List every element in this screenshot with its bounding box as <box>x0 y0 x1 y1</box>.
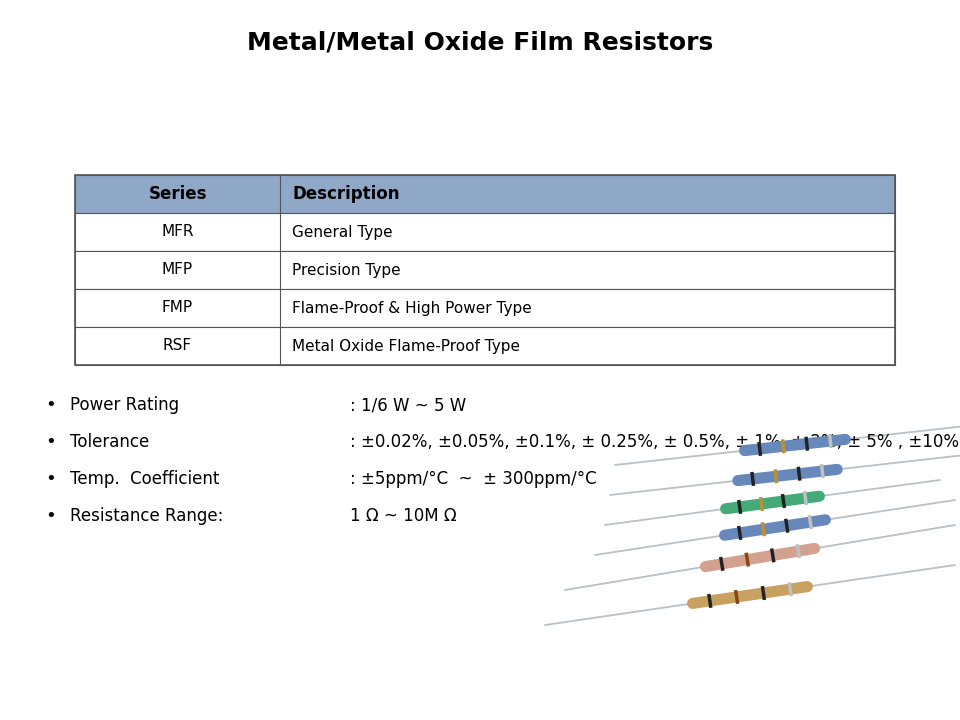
Bar <box>75 213 895 251</box>
Text: Tolerance: Tolerance <box>70 433 149 451</box>
Bar <box>75 327 895 365</box>
Text: 1 Ω ~ 10M Ω: 1 Ω ~ 10M Ω <box>350 507 457 525</box>
Text: Resistance Range:: Resistance Range: <box>70 507 224 525</box>
Bar <box>75 251 895 289</box>
Text: Power Rating: Power Rating <box>70 396 180 414</box>
Text: Metal Oxide Flame-Proof Type: Metal Oxide Flame-Proof Type <box>292 338 520 354</box>
Text: •: • <box>45 433 56 451</box>
Bar <box>75 175 895 213</box>
Bar <box>75 289 895 327</box>
Text: Metal/Metal Oxide Film Resistors: Metal/Metal Oxide Film Resistors <box>247 30 713 54</box>
Text: General Type: General Type <box>292 225 393 240</box>
Text: : ±0.02%, ±0.05%, ±0.1%, ± 0.25%, ± 0.5%, ± 1%, ± 2%, ± 5% , ±10%: : ±0.02%, ±0.05%, ±0.1%, ± 0.25%, ± 0.5%… <box>350 433 959 451</box>
Text: Series: Series <box>148 185 206 203</box>
Text: Description: Description <box>292 185 399 203</box>
Text: Precision Type: Precision Type <box>292 263 400 277</box>
Text: : 1/6 W ~ 5 W: : 1/6 W ~ 5 W <box>350 396 467 414</box>
Text: RSF: RSF <box>163 338 192 354</box>
Text: •: • <box>45 507 56 525</box>
Text: FMP: FMP <box>162 300 193 315</box>
Text: •: • <box>45 470 56 488</box>
Text: Temp.  Coefficient: Temp. Coefficient <box>70 470 220 488</box>
Text: Flame-Proof & High Power Type: Flame-Proof & High Power Type <box>292 300 532 315</box>
Text: : ±5ppm/°C  ~  ± 300ppm/°C: : ±5ppm/°C ~ ± 300ppm/°C <box>350 470 596 488</box>
Text: MFP: MFP <box>162 263 193 277</box>
Text: •: • <box>45 396 56 414</box>
Bar <box>75 175 895 365</box>
Text: MFR: MFR <box>161 225 194 240</box>
